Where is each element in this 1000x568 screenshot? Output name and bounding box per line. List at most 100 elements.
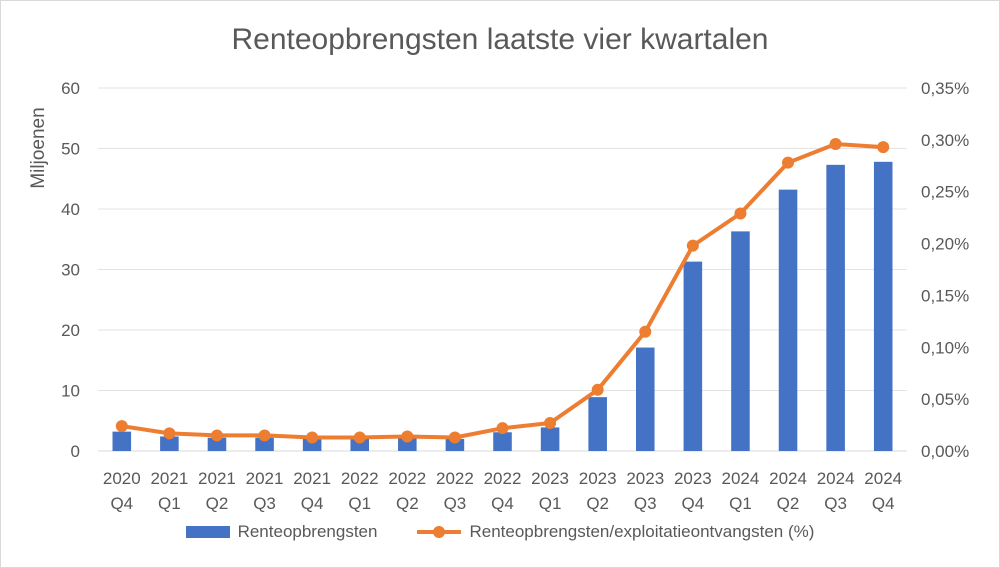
x-tick-year: 2024 — [769, 469, 807, 488]
x-tick-year: 2022 — [484, 469, 522, 488]
legend-item-line: Renteopbrengsten/exploitatieontvangsten … — [417, 522, 814, 542]
bar — [493, 432, 512, 451]
x-tick-quarter: Q1 — [729, 494, 752, 513]
line-point — [163, 427, 176, 440]
line-point — [496, 422, 509, 435]
y-axis-title: Miljoenen — [28, 107, 49, 188]
bar — [588, 397, 607, 451]
line-point — [258, 429, 271, 442]
legend-item-bars: Renteopbrengsten — [185, 522, 378, 542]
x-tick-quarter: Q1 — [158, 494, 181, 513]
x-tick-year: 2024 — [864, 469, 902, 488]
x-tick-quarter: Q2 — [206, 494, 229, 513]
y-tick-label: 30 — [61, 261, 80, 280]
bar — [540, 427, 560, 451]
x-tick-year: 2020 — [103, 469, 141, 488]
x-tick-quarter: Q3 — [824, 494, 847, 513]
y2-tick-label: 0,05% — [921, 390, 969, 409]
y2-tick-label: 0,10% — [921, 338, 969, 357]
y-tick-label: 40 — [61, 200, 80, 219]
bar — [683, 261, 703, 451]
bar — [731, 231, 750, 451]
line-point — [544, 416, 557, 429]
line-point — [401, 430, 414, 443]
line-point — [782, 156, 795, 169]
bar — [445, 438, 465, 451]
legend-bar-swatch — [185, 526, 230, 538]
x-tick-year: 2023 — [626, 469, 664, 488]
x-tick-year: 2022 — [341, 469, 379, 488]
y-tick-label: 0 — [71, 442, 80, 461]
x-tick-quarter: Q3 — [253, 494, 276, 513]
x-tick-year: 2021 — [293, 469, 331, 488]
y-tick-label: 20 — [61, 321, 80, 340]
line-point — [877, 141, 890, 154]
bar — [873, 161, 893, 451]
x-tick-quarter: Q2 — [586, 494, 609, 513]
bar — [350, 438, 370, 451]
bar-series — [112, 161, 893, 451]
y2-tick-label: 0,00% — [921, 442, 969, 461]
x-tick-quarter: Q4 — [110, 494, 133, 513]
x-tick-year: 2021 — [198, 469, 236, 488]
x-tick-quarter: Q1 — [539, 494, 562, 513]
y-axis-ticks: 0 10 20 30 40 50 60 — [61, 79, 80, 461]
x-tick-year: 2023 — [674, 469, 712, 488]
legend-line-swatch — [417, 526, 462, 538]
legend-label-line: Renteopbrengsten/exploitatieontvangsten … — [469, 522, 815, 541]
x-tick-year: 2021 — [150, 469, 188, 488]
line-point — [591, 383, 604, 396]
bar — [826, 164, 845, 451]
line-point — [306, 431, 319, 444]
x-tick-year: 2022 — [388, 469, 426, 488]
line-point — [734, 207, 747, 220]
y2-tick-label: 0,35% — [921, 79, 969, 98]
bar — [398, 437, 417, 451]
y2-axis-ticks: 0,00% 0,05% 0,10% 0,15% 0,20% 0,25% 0,30% 0,35% — [921, 79, 969, 461]
series-line — [119, 142, 886, 440]
y2-tick-label: 0,20% — [921, 235, 969, 254]
y-tick-label: 60 — [61, 79, 80, 98]
x-tick-quarter: Q4 — [682, 494, 705, 513]
x-tick-year: 2023 — [579, 469, 617, 488]
line-point — [353, 431, 366, 444]
x-tick-quarter: Q4 — [301, 494, 324, 513]
y2-tick-label: 0,30% — [921, 131, 969, 150]
line-point — [115, 420, 128, 433]
x-tick-year: 2022 — [436, 469, 474, 488]
bar — [302, 438, 322, 451]
line-point — [210, 429, 223, 442]
line-point — [639, 325, 652, 338]
bar — [255, 437, 274, 451]
x-tick-quarter: Q2 — [396, 494, 419, 513]
bar — [207, 437, 227, 451]
bar — [778, 189, 798, 451]
x-tick-year: 2023 — [531, 469, 569, 488]
y2-tick-label: 0,25% — [921, 183, 969, 202]
line-point — [686, 239, 699, 252]
x-tick-quarter: Q1 — [348, 494, 371, 513]
x-tick-quarter: Q3 — [634, 494, 657, 513]
chart-title: Renteopbrengsten laatste vier kwartalen — [231, 23, 769, 56]
line-point — [448, 431, 461, 444]
legend-label-bars: Renteopbrengsten — [237, 522, 378, 541]
legend: Renteopbrengsten Renteopbrengsten/exploi… — [1, 522, 999, 542]
gridlines — [98, 87, 907, 452]
x-tick-quarter: Q3 — [444, 494, 467, 513]
line-series — [115, 138, 890, 444]
line-point — [829, 138, 842, 151]
bar — [635, 347, 655, 451]
bar — [160, 436, 179, 451]
y-tick-label: 50 — [61, 140, 80, 159]
bar — [112, 431, 132, 451]
x-tick-year: 2021 — [246, 469, 284, 488]
y-tick-label: 10 — [61, 382, 80, 401]
y2-tick-label: 0,15% — [921, 286, 969, 305]
x-tick-year: 2024 — [817, 469, 855, 488]
x-tick-quarter: Q4 — [491, 494, 514, 513]
x-axis-ticks: 2020 Q4 2021 Q1 2021 Q2 2021 Q3 2021 Q4 2022 Q1 2022… — [103, 469, 902, 513]
x-tick-quarter: Q2 — [777, 494, 800, 513]
x-tick-year: 2024 — [722, 469, 760, 488]
